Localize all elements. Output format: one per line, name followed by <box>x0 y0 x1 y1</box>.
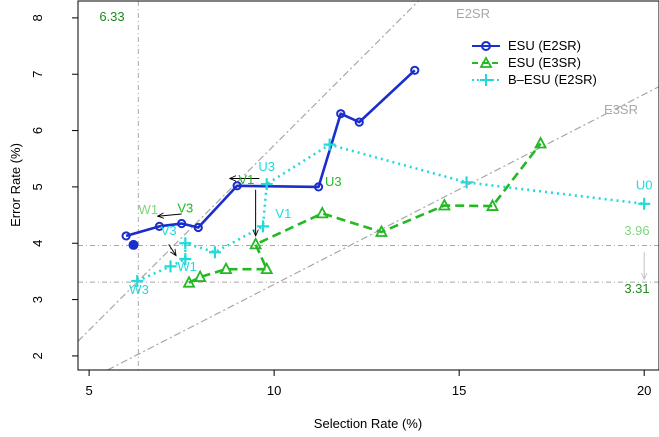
plot-frame <box>77 0 659 371</box>
legend-label-esu-e3sr: ESU (E3SR) <box>508 55 581 70</box>
point-label: V1 <box>275 206 291 221</box>
data-point <box>219 261 233 275</box>
point-label: W3 <box>129 282 149 297</box>
x-axis-label: Selection Rate (%) <box>314 416 422 431</box>
point-label: U0 <box>636 178 653 193</box>
diagonal-e2sr <box>78 1 419 342</box>
data-point <box>410 65 420 75</box>
data-point <box>313 182 324 192</box>
legend-marker-esu-e3sr <box>479 56 493 68</box>
data-point <box>193 222 203 233</box>
data-point <box>179 253 192 266</box>
data-point <box>315 205 329 219</box>
data-point <box>260 178 273 191</box>
point-label: V3 <box>177 200 193 215</box>
data-point <box>437 198 451 211</box>
data-point <box>638 197 651 210</box>
legend-label-b-esu-e2sr: B–ESU (E2SR) <box>508 72 597 87</box>
x-tick-label: 20 <box>637 383 651 398</box>
y-tick-label: 8 <box>30 14 45 21</box>
diagonal-label: E2SR <box>456 6 490 21</box>
series-line-2 <box>136 143 645 283</box>
reference-lines <box>78 1 659 370</box>
data-point <box>179 237 192 250</box>
series-line-1 <box>188 142 542 284</box>
ref-line-label: 3.31 <box>624 281 649 296</box>
legend: ESU (E2SR) ESU (E3SR) B–ESU (E2SR) <box>472 38 597 87</box>
legend-marker-b-esu-e2sr <box>480 74 492 86</box>
diagonal-lines <box>78 1 659 370</box>
data-point <box>177 218 187 229</box>
data-point <box>257 220 270 233</box>
y-tick-label: 7 <box>30 71 45 78</box>
highlight-point <box>128 239 139 250</box>
data-point <box>336 109 346 119</box>
ref-line-label: 3.96 <box>624 223 649 238</box>
x-tick-label: 5 <box>85 383 92 398</box>
data-point <box>354 117 364 127</box>
data-point <box>249 236 263 250</box>
axes: 5 10 15 20 2 3 4 5 6 7 8 <box>30 14 651 398</box>
data-point <box>534 136 548 149</box>
data-point <box>260 261 274 275</box>
data-point <box>164 260 177 273</box>
data-point <box>121 231 131 241</box>
data-point <box>232 181 242 191</box>
diagonal-e3sr <box>107 86 659 370</box>
point-label: V3 <box>161 223 177 238</box>
point-label: V1 <box>238 172 254 187</box>
annotation-arrow <box>168 244 176 255</box>
y-tick-label: 2 <box>30 352 45 359</box>
point-label: U3 <box>325 174 342 189</box>
y-axis-label: Error Rate (%) <box>8 143 23 227</box>
y-tick-label: 4 <box>30 240 45 247</box>
legend-marker-esu-e2sr <box>481 41 491 51</box>
data-point <box>193 269 207 282</box>
data-point <box>485 198 499 211</box>
y-tick-label: 6 <box>30 127 45 134</box>
y-tick-label: 3 <box>30 296 45 303</box>
data-point <box>323 138 336 151</box>
series-line-0 <box>125 69 416 238</box>
x-tick-label: 15 <box>452 383 466 398</box>
y-tick-label: 5 <box>30 183 45 190</box>
x-tick-label: 10 <box>267 383 281 398</box>
data-point <box>154 221 165 231</box>
data-point <box>460 176 473 189</box>
data-point <box>374 224 388 237</box>
legend-label-esu-e2sr: ESU (E2SR) <box>508 38 581 53</box>
annotation-arrow <box>158 214 182 216</box>
point-label: W1 <box>177 259 197 274</box>
point-label: W1 <box>139 202 159 217</box>
ref-line-label: 6.33 <box>99 9 124 24</box>
point-label: U3 <box>258 159 275 174</box>
data-point <box>131 274 144 287</box>
data-point <box>182 275 196 288</box>
data-point <box>208 246 221 259</box>
diagonal-label: E3SR <box>604 102 638 117</box>
series-layer <box>121 65 651 288</box>
